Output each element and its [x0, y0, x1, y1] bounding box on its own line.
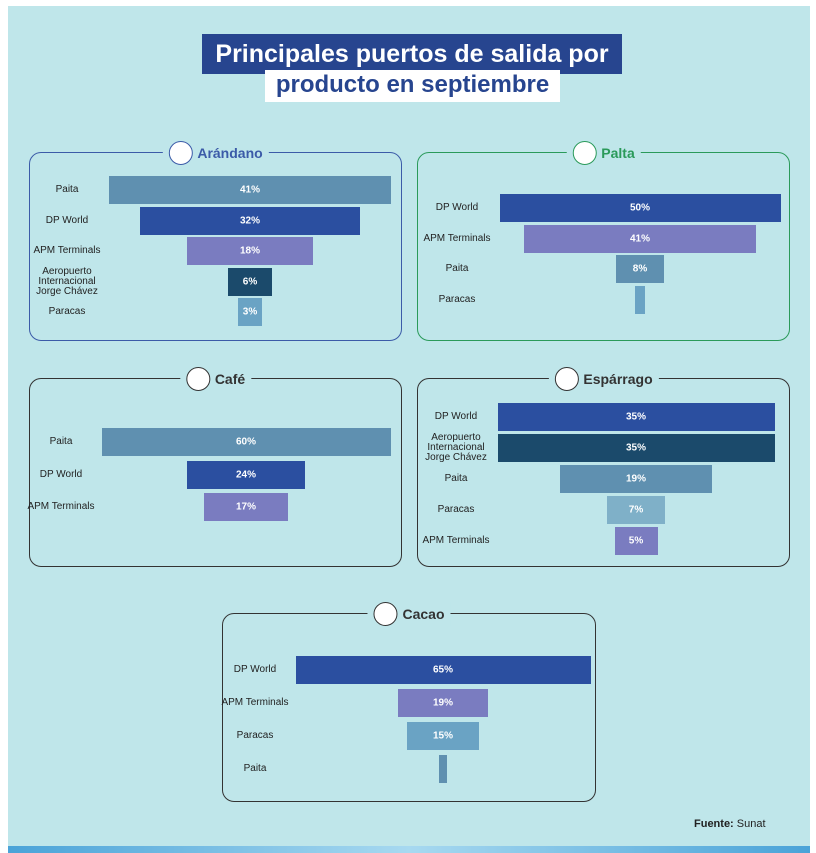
- icon: [554, 367, 579, 391]
- category-label: DP World: [45, 214, 89, 226]
- bar: [186, 237, 314, 265]
- subtitle: producto en septiembre: [265, 70, 560, 102]
- value-label: 35%: [625, 411, 647, 423]
- value-label: 35%: [625, 442, 647, 454]
- bar: [398, 689, 488, 717]
- value-label: 15%: [432, 730, 454, 742]
- source-label: Fuente:: [694, 818, 734, 830]
- bar: [524, 224, 756, 253]
- title: Principales puertos de salida por: [202, 34, 622, 74]
- category-label: Paracas: [438, 293, 476, 305]
- category-label: APM Terminals: [422, 535, 490, 546]
- panel-title-text: Palta: [601, 145, 635, 161]
- bar: [295, 656, 591, 684]
- panel-title: Café: [179, 367, 252, 391]
- value-label: 50%: [629, 202, 651, 214]
- panel-title-text: Café: [214, 371, 246, 387]
- panel-title: Palta: [566, 141, 641, 165]
- value-label: 18%: [239, 245, 261, 257]
- bar: [109, 176, 391, 204]
- category-label: Paita: [444, 473, 468, 484]
- bar: [499, 194, 781, 222]
- panel-title: Espárrago: [548, 367, 659, 391]
- value-label: 41%: [239, 184, 261, 196]
- source-text: Sunat: [736, 818, 766, 830]
- category-label: APM Terminals: [33, 245, 101, 256]
- category-label: Paita: [243, 763, 267, 774]
- bar: [237, 298, 263, 326]
- icon: [373, 602, 398, 626]
- category-label: Paracas: [437, 504, 475, 515]
- footer-stripe: [8, 846, 810, 853]
- panel-title: Cacao: [367, 602, 451, 626]
- category-label: Paita: [55, 184, 79, 195]
- source: Fuente: Sunat: [694, 818, 766, 830]
- bar: [606, 496, 666, 524]
- category-label: DP World: [434, 411, 478, 422]
- category-label: APM Terminals: [423, 232, 491, 244]
- bar: [438, 755, 448, 783]
- bar: [615, 255, 665, 283]
- bar: [635, 285, 645, 314]
- value-label: 24%: [235, 469, 257, 480]
- value-label: 6%: [242, 276, 258, 287]
- category-label: DP World: [233, 664, 277, 675]
- category-label: Paracas: [236, 730, 274, 741]
- category-label: Aeropuerto Internacional Jorge Chávez: [425, 432, 487, 463]
- category-label: DP World: [39, 468, 83, 480]
- bar: [614, 527, 658, 555]
- value-label: 3%: [242, 306, 258, 318]
- value-label: 32%: [239, 215, 261, 226]
- value-label: 19%: [432, 697, 454, 709]
- value-label: 65%: [432, 664, 454, 676]
- panel-title-text: Arándano: [197, 145, 263, 161]
- bar: [227, 267, 273, 296]
- bar: [187, 460, 305, 489]
- category-label: APM Terminals: [27, 501, 95, 512]
- panel-title-text: Espárrago: [583, 371, 653, 387]
- bar: [497, 434, 775, 462]
- bar: [139, 206, 361, 235]
- category-label: Paita: [445, 263, 469, 274]
- icon: [185, 367, 210, 391]
- value-label: 41%: [629, 233, 651, 244]
- category-label: DP World: [435, 202, 479, 213]
- category-label: APM Terminals: [221, 697, 289, 708]
- category-label: Aeropuerto Internacional Jorge Chávez: [36, 265, 98, 297]
- value-label: 17%: [235, 501, 257, 513]
- bar: [559, 465, 713, 493]
- value-label: 7%: [628, 504, 644, 516]
- icon: [572, 141, 597, 165]
- value-label: 5%: [628, 535, 644, 547]
- panel-title-text: Cacao: [402, 606, 445, 622]
- panel-title: Arándano: [162, 141, 269, 165]
- value-label: 19%: [625, 473, 647, 485]
- value-label: 60%: [235, 436, 257, 448]
- bar: [203, 493, 289, 521]
- bar: [407, 722, 479, 750]
- value-label: 8%: [632, 263, 648, 275]
- bar: [497, 403, 775, 431]
- bar: [101, 428, 391, 456]
- icon: [168, 141, 193, 165]
- category-label: Paita: [49, 436, 73, 447]
- category-label: Paracas: [48, 306, 86, 317]
